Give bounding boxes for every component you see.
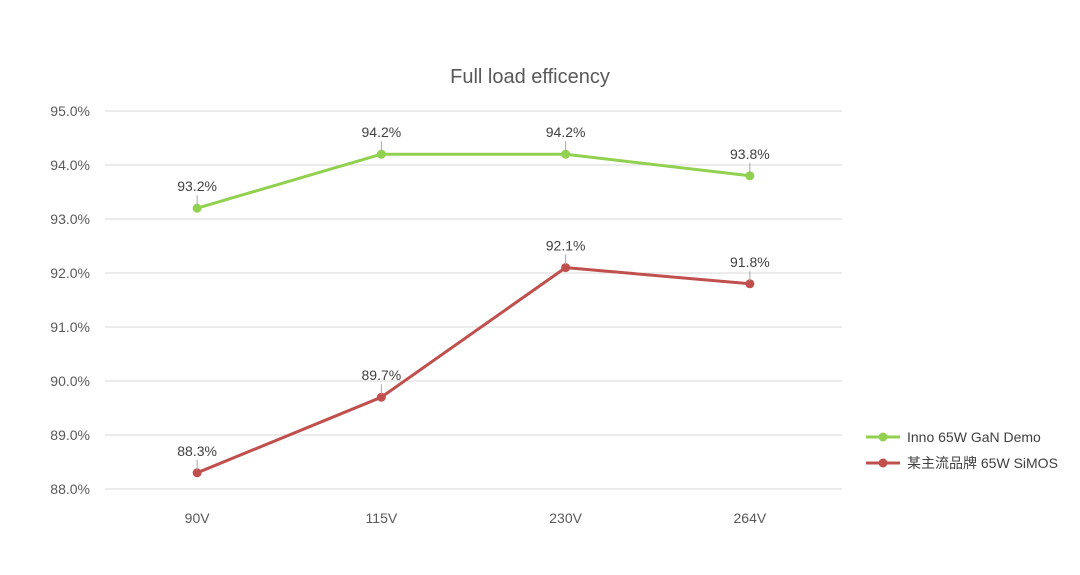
series-line (195, 266, 752, 475)
y-axis-ticks: 88.0% 89.0% 90.0% 91.0% 92.0% 93.0% 94.0% 95.0% (50, 103, 90, 497)
x-tick-label: 90V (185, 510, 211, 526)
x-tick-label: 230V (549, 510, 582, 526)
x-axis-ticks: 90V 115V 230V 264V (185, 510, 767, 526)
data-point (745, 279, 755, 289)
y-tick-label: 88.0% (50, 481, 90, 497)
series-lines (192, 149, 755, 478)
legend-label: Inno 65W GaN Demo (907, 429, 1041, 445)
y-tick-label: 93.0% (50, 211, 90, 227)
x-tick-label: 264V (734, 510, 767, 526)
data-point (561, 263, 571, 273)
data-label: 94.2% (362, 124, 402, 140)
data-label: 93.2% (177, 178, 217, 194)
data-label: 92.1% (546, 238, 586, 254)
y-tick-label: 89.0% (50, 427, 90, 443)
series-line (195, 152, 752, 210)
data-point (561, 149, 571, 159)
y-tick-label: 90.0% (50, 373, 90, 389)
data-label: 88.3% (177, 443, 217, 459)
gridlines (105, 110, 842, 490)
data-label: 94.2% (546, 124, 586, 140)
y-tick-label: 94.0% (50, 157, 90, 173)
y-tick-label: 95.0% (50, 103, 90, 119)
data-point (376, 149, 386, 159)
data-label: 91.8% (730, 254, 770, 270)
data-label: 93.8% (730, 146, 770, 162)
x-tick-label: 115V (366, 510, 398, 526)
legend-label: 某主流品牌 65W SiMOS (907, 455, 1058, 471)
data-point (745, 171, 755, 181)
data-point (192, 468, 202, 478)
data-point (376, 392, 386, 402)
chart-title: Full load efficency (450, 66, 610, 88)
y-tick-label: 91.0% (50, 319, 90, 335)
y-tick-label: 92.0% (50, 265, 90, 281)
legend-marker (878, 458, 888, 468)
data-point (192, 203, 202, 213)
data-label: 89.7% (362, 367, 402, 383)
legend: Inno 65W GaN Demo 某主流品牌 65W SiMOS (866, 429, 1058, 471)
data-labels: 93.2% 94.2% 94.2% 93.8% 88.3% 89.7% 92.1% 91.8% (177, 124, 770, 470)
legend-marker (878, 432, 888, 442)
